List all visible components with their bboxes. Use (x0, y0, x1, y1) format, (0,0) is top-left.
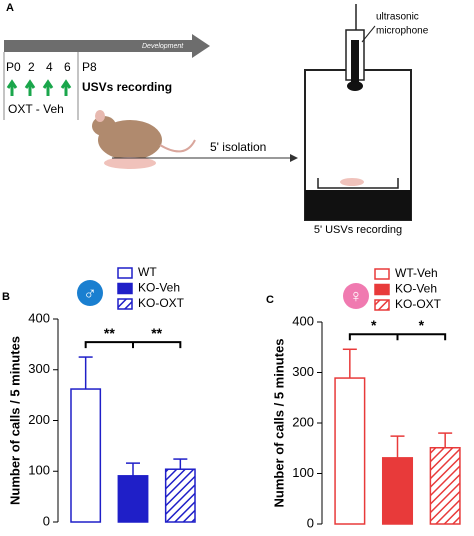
microphone-label: ultrasonic (376, 12, 419, 23)
treatment-label: OXT - Veh (8, 102, 64, 116)
legend-label: KO-Veh (395, 282, 437, 296)
legend-swatch (117, 282, 133, 295)
day-label: P0 (6, 60, 21, 74)
timeline-label: Development (142, 43, 184, 50)
legend-swatch (374, 268, 390, 280)
pointer (361, 25, 376, 43)
legend-label: WT-Veh (395, 266, 438, 280)
bar (429, 446, 461, 525)
bar (70, 388, 102, 523)
sex-badge (77, 280, 103, 306)
green-arrow (42, 79, 54, 96)
y-axis-label: Number of calls / 5 minutes (271, 338, 286, 507)
y-tick-label: 200 (292, 414, 314, 429)
chamber-base (305, 190, 411, 220)
day-label: 2 (28, 60, 35, 74)
significance-label: ** (151, 325, 162, 341)
y-tick-label: 300 (28, 361, 50, 376)
mouse (92, 110, 196, 169)
green-arrow (6, 79, 18, 96)
isolation-label: 5' isolation (210, 140, 266, 154)
day-label: 6 (64, 60, 71, 74)
y-tick-label: 0 (307, 515, 314, 530)
y-tick-label: 400 (292, 313, 314, 328)
chamber-label: 5' USVs recording (314, 224, 402, 236)
legend-label: KO-OXT (138, 296, 185, 310)
bar (334, 377, 366, 525)
microphone-head (351, 40, 359, 82)
y-tick-label: 100 (292, 465, 314, 480)
significance-label: * (419, 317, 425, 333)
panel-label: C (266, 294, 274, 306)
panel-label: B (2, 291, 10, 303)
legend-swatch (374, 299, 390, 311)
sex-symbol: ♀ (349, 286, 363, 306)
y-tick-label: 0 (43, 513, 50, 528)
y-tick-label: 200 (28, 412, 50, 427)
legend-swatch (374, 283, 390, 296)
bar (117, 475, 149, 523)
cage (317, 178, 399, 189)
timeline-arrow (4, 34, 210, 58)
sex-badge (343, 283, 369, 309)
y-tick-label: 300 (292, 364, 314, 379)
legend-label: KO-Veh (138, 281, 180, 295)
legend-swatch (117, 298, 133, 310)
bar (381, 457, 414, 525)
sex-symbol: ♂ (83, 283, 97, 303)
significance-bracket (84, 341, 182, 349)
y-axis-label: Number of calls / 5 minutes (7, 336, 22, 505)
legend-label: WT (138, 265, 157, 279)
bar (164, 468, 196, 523)
significance-bracket (348, 333, 447, 341)
day-label: P8 (82, 60, 97, 74)
microphone-label: microphone (376, 26, 429, 37)
microphone-tip (347, 81, 363, 91)
significance-label: ** (104, 325, 115, 341)
legend-swatch (117, 267, 133, 279)
day-label: 4 (46, 60, 53, 74)
green-arrow (60, 79, 72, 96)
panel-label: A (6, 2, 14, 14)
pup (340, 178, 364, 186)
arrow-head (290, 154, 298, 162)
green-arrow (24, 79, 36, 96)
significance-label: * (371, 317, 377, 333)
y-tick-label: 100 (28, 463, 50, 478)
y-tick-label: 400 (28, 310, 50, 325)
legend-label: KO-OXT (395, 297, 442, 311)
recording-label: USVs recording (82, 80, 172, 94)
